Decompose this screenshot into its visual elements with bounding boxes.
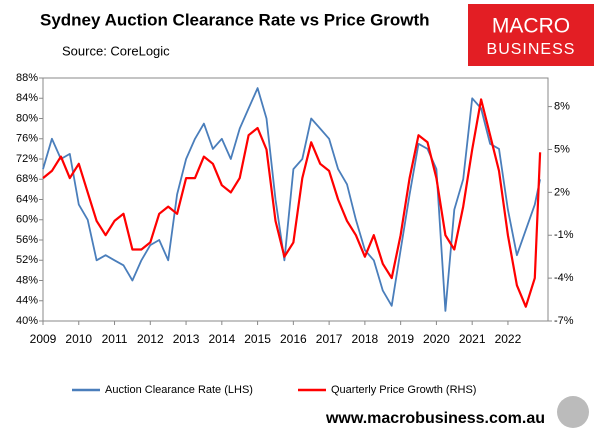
y2-tick-label: 5%	[554, 143, 570, 155]
plot-frame	[42, 77, 549, 322]
logo-text: BUSINESS	[487, 41, 576, 58]
y-tick-label: 44%	[16, 295, 38, 307]
x-tick-label: 2022	[495, 332, 522, 346]
legend-label: Quarterly Price Growth (RHS)	[331, 384, 476, 396]
y-tick-label: 64%	[16, 193, 38, 205]
x-tick-label: 2019	[387, 332, 414, 346]
legend-label: Auction Clearance Rate (LHS)	[105, 384, 253, 396]
y-tick-label: 88%	[16, 72, 38, 84]
y2-tick-label: 8%	[554, 100, 570, 112]
y2-tick-label: -4%	[554, 272, 574, 284]
y2-tick-label: -7%	[554, 315, 574, 327]
x-tick-label: 2015	[244, 332, 271, 346]
x-tick-label: 2013	[173, 332, 200, 346]
y2-tick-label: -1%	[554, 229, 574, 241]
y-tick-label: 56%	[16, 234, 38, 246]
y-tick-label: 80%	[16, 112, 38, 124]
logo-text: MACRO	[492, 15, 570, 38]
y-tick-label: 72%	[16, 153, 38, 165]
y2-tick-label: 2%	[554, 186, 570, 198]
source: Source: CoreLogic	[62, 43, 170, 58]
chart-title: Sydney Auction Clearance Rate vs Price G…	[40, 10, 430, 29]
x-tick-label: 2009	[30, 332, 57, 346]
x-tick-label: 2018	[352, 332, 379, 346]
y-tick-label: 48%	[16, 274, 38, 286]
x-tick-label: 2010	[65, 332, 92, 346]
x-tick-label: 2014	[208, 332, 235, 346]
x-tick-label: 2021	[459, 332, 486, 346]
y-tick-label: 52%	[16, 254, 38, 266]
y-tick-label: 84%	[16, 92, 38, 104]
y-tick-label: 68%	[16, 173, 38, 185]
y-tick-label: 40%	[16, 315, 38, 327]
logo-box	[468, 4, 594, 66]
x-tick-label: 2020	[423, 332, 450, 346]
y-tick-label: 60%	[16, 214, 38, 226]
series-line	[42, 87, 541, 312]
x-tick-label: 2016	[280, 332, 307, 346]
wolf-icon	[557, 396, 589, 428]
x-tick-label: 2011	[102, 332, 128, 346]
x-tick-label: 2017	[316, 332, 343, 346]
y-tick-label: 76%	[16, 133, 38, 145]
website: www.macrobusiness.com.au	[325, 410, 545, 427]
series-line	[42, 98, 542, 308]
x-tick-label: 2012	[137, 332, 164, 346]
